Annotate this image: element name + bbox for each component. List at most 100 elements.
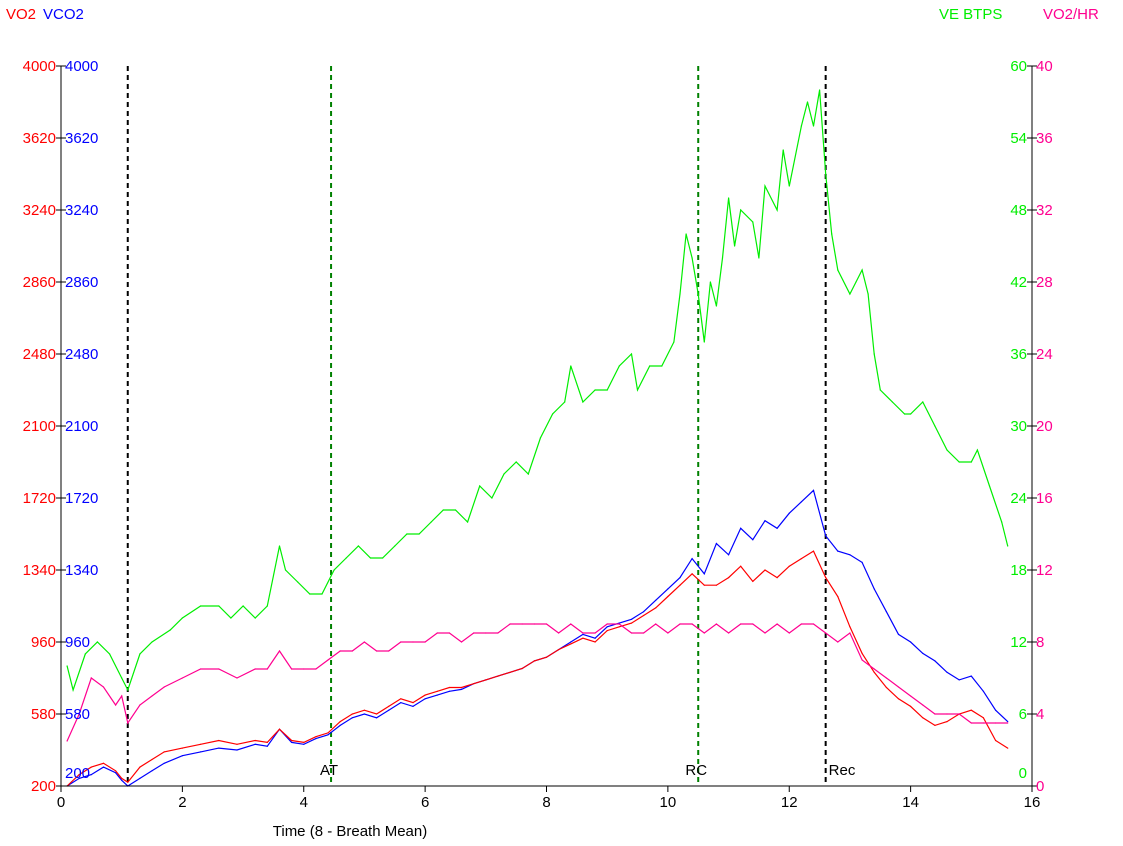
vco2-tick-label: 960 xyxy=(65,634,90,651)
point-vo2 xyxy=(655,607,657,609)
x-tick-label: 12 xyxy=(781,794,798,811)
point-vo2 xyxy=(630,622,633,624)
point-vco2 xyxy=(115,772,117,774)
vo2hr-tick-label: 0 xyxy=(1036,778,1044,795)
x-axis-label: Time (8 - Breath Mean) xyxy=(273,823,428,840)
legend-vo2: VO2 xyxy=(6,6,37,23)
vo2hr-tick-label: 16 xyxy=(1036,490,1053,507)
point-ve xyxy=(758,257,760,259)
point-vo2hr xyxy=(351,650,353,652)
point-ve xyxy=(867,293,869,295)
point-vo2hr xyxy=(946,713,948,715)
ve-tick-label: 54 xyxy=(1010,130,1027,147)
point-vo2hr xyxy=(958,713,960,715)
point-ve xyxy=(679,293,681,295)
point-ve xyxy=(709,281,712,283)
point-vo2hr xyxy=(873,668,875,670)
series-lines xyxy=(66,89,1009,787)
point-ve xyxy=(697,293,699,295)
point-vo2 xyxy=(897,698,900,700)
point-vo2 xyxy=(922,717,924,719)
point-vo2 xyxy=(545,656,548,658)
point-vo2hr xyxy=(78,713,80,715)
point-vco2 xyxy=(1007,721,1009,723)
point-ve xyxy=(181,617,183,619)
axes: 0 2 4 6 8 10 12 14 16200580960134017202100248028… xyxy=(23,58,1053,811)
point-vco2 xyxy=(703,573,705,575)
point-vo2hr xyxy=(728,632,730,634)
point-vo2 xyxy=(254,739,256,742)
point-vo2hr xyxy=(460,641,463,643)
point-ve xyxy=(394,545,396,547)
ve-tick-label: 24 xyxy=(1010,490,1027,507)
point-ve xyxy=(606,389,608,391)
vco2-tick-label: 4000 xyxy=(65,58,98,75)
vo2hr-tick-label: 12 xyxy=(1036,562,1053,579)
vo2-tick-label: 960 xyxy=(31,634,56,651)
point-vo2hr xyxy=(521,623,523,625)
point-ve xyxy=(861,269,863,271)
point-vco2 xyxy=(151,770,153,772)
vo2-tick-label: 1720 xyxy=(23,490,56,507)
point-vo2 xyxy=(400,698,402,700)
point-ve xyxy=(151,641,153,643)
point-ve xyxy=(139,653,141,655)
point-vo2hr xyxy=(315,668,317,670)
point-ve xyxy=(467,521,469,523)
point-vo2hr xyxy=(679,623,681,625)
point-vo2 xyxy=(740,565,742,567)
point-vo2hr xyxy=(812,623,815,625)
point-ve xyxy=(849,293,851,295)
point-ve xyxy=(703,341,705,343)
point-vo2hr xyxy=(485,632,487,634)
vo2hr-tick-label: 36 xyxy=(1036,130,1053,147)
point-ve xyxy=(127,689,129,691)
point-vco2 xyxy=(800,501,803,503)
vco2-tick-label: 2100 xyxy=(65,418,98,435)
legend-ve: VE BTPS xyxy=(939,6,1003,23)
point-vco2 xyxy=(351,717,353,719)
point-vo2 xyxy=(473,683,475,685)
point-ve xyxy=(454,509,457,511)
point-ve xyxy=(806,101,809,103)
point-ve xyxy=(788,185,790,187)
point-vo2 xyxy=(448,686,450,689)
vco2-tick-label: 200 xyxy=(65,765,90,782)
point-vo2 xyxy=(752,580,754,583)
point-ve xyxy=(230,617,232,619)
vco2-tick-label: 3620 xyxy=(65,130,98,147)
point-vco2 xyxy=(448,690,450,692)
point-vo2 xyxy=(424,694,426,696)
point-vco2 xyxy=(764,520,766,522)
point-ve xyxy=(958,461,960,463)
point-vo2 xyxy=(497,675,499,677)
point-vo2hr xyxy=(825,632,827,634)
point-ve xyxy=(284,569,287,571)
point-vo2 xyxy=(485,679,487,681)
point-ve xyxy=(691,257,693,259)
point-ve xyxy=(922,401,924,403)
point-vco2 xyxy=(606,626,608,628)
point-vo2 xyxy=(570,643,572,645)
point-vo2hr xyxy=(90,677,92,679)
vo2hr-tick-label: 24 xyxy=(1036,346,1053,363)
point-vco2 xyxy=(102,766,105,768)
point-vo2hr xyxy=(788,632,790,634)
ve-tick-label: 18 xyxy=(1010,562,1027,579)
point-ve xyxy=(819,89,821,91)
point-vco2 xyxy=(630,618,633,620)
point-vo2 xyxy=(327,732,329,734)
point-vo2 xyxy=(376,713,378,715)
point-vco2 xyxy=(934,660,936,662)
point-vo2hr xyxy=(254,668,256,670)
point-vco2 xyxy=(728,554,730,556)
point-vco2 xyxy=(667,588,669,590)
marker-lines: AT RC Rec xyxy=(126,66,856,786)
point-ve xyxy=(564,401,566,403)
point-vo2 xyxy=(412,702,414,704)
point-vco2 xyxy=(236,749,238,751)
point-ve xyxy=(776,209,778,211)
x-tick-label: 2 xyxy=(178,794,186,811)
point-vo2hr xyxy=(752,623,754,625)
point-ve xyxy=(649,365,651,367)
